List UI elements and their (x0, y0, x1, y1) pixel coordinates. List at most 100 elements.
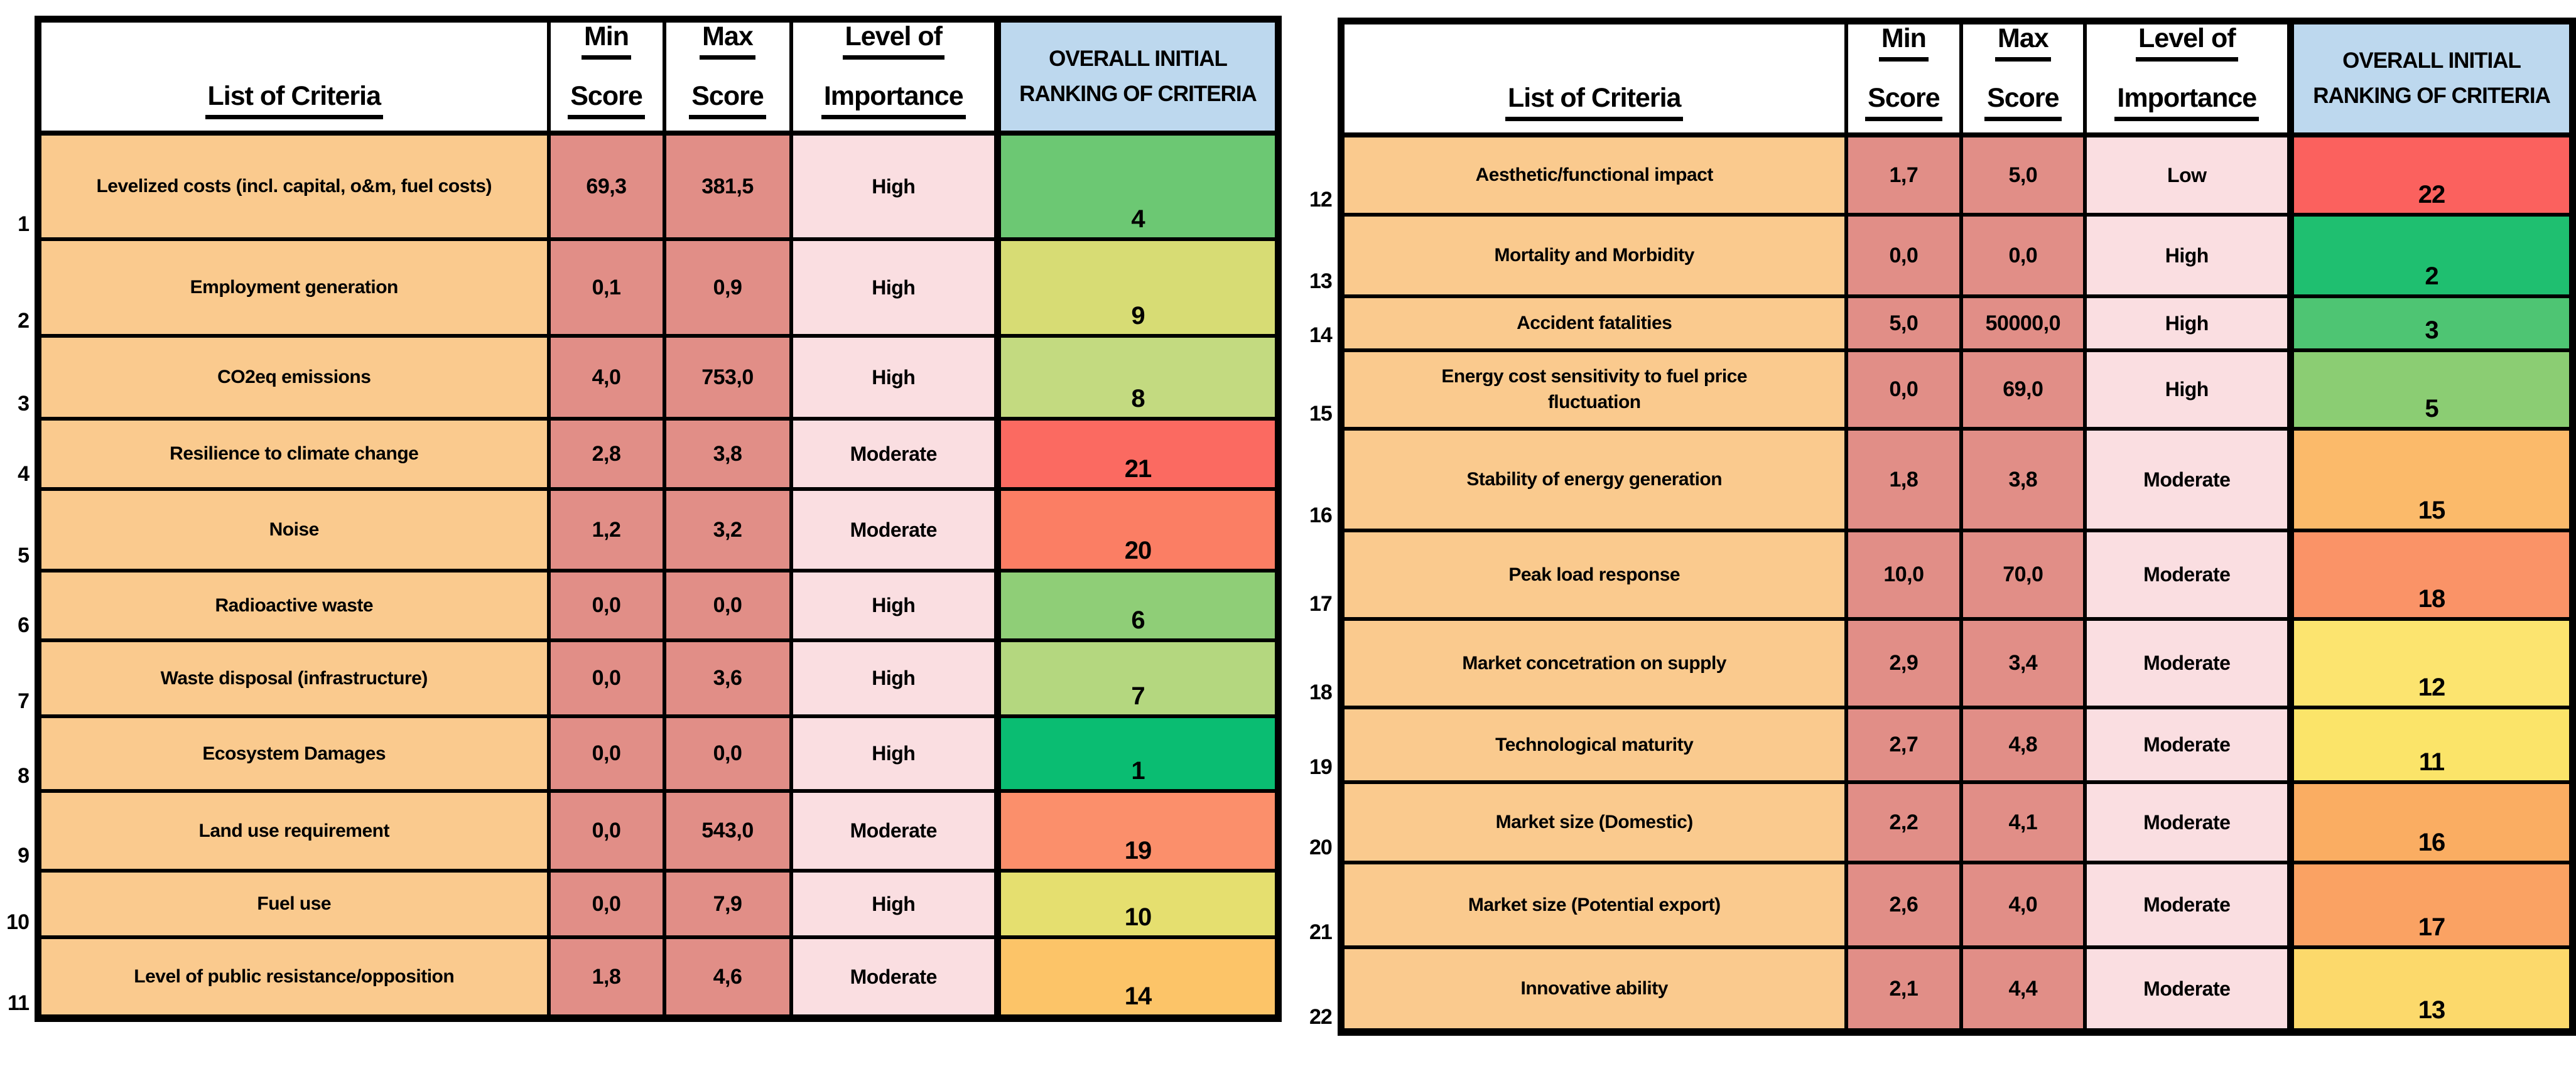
importance-cell[interactable]: High (789, 334, 1000, 421)
min-score-cell[interactable]: 2,7 (1844, 706, 1964, 785)
criteria-cell[interactable]: Levelized costs (incl. capital, o&m, fue… (35, 131, 551, 242)
criteria-cell[interactable]: Energy cost sensitivity to fuel price fl… (1337, 348, 1848, 431)
min-score-cell[interactable]: 2,9 (1844, 617, 1964, 710)
header-min-score[interactable]: Min Score (546, 16, 666, 136)
min-score-cell[interactable]: 2,1 (1844, 945, 1964, 1036)
row-number[interactable]: 18 (1309, 680, 1333, 704)
importance-cell[interactable]: Moderate (789, 935, 1000, 1023)
max-score-cell[interactable]: 70,0 (1959, 529, 2087, 621)
row-number[interactable]: 11 (8, 991, 30, 1015)
ranking-cell[interactable]: 19 (994, 789, 1282, 873)
criteria-cell[interactable]: Accident fatalities (1337, 294, 1848, 353)
row-number[interactable]: 14 (1309, 323, 1333, 347)
row-number[interactable]: 5 (18, 544, 30, 567)
max-score-cell[interactable]: 7,9 (662, 869, 793, 940)
max-score-cell[interactable]: 3,8 (662, 417, 793, 492)
ranking-cell[interactable]: 17 (2287, 861, 2576, 950)
row-number[interactable]: 3 (18, 392, 30, 416)
importance-cell[interactable]: Moderate (2082, 617, 2293, 710)
max-score-cell[interactable]: 0,0 (662, 569, 793, 643)
row-number[interactable]: 20 (1309, 836, 1333, 859)
ranking-cell[interactable]: 10 (994, 869, 1282, 940)
importance-cell[interactable]: High (2082, 294, 2293, 353)
criteria-cell[interactable]: Technological maturity (1337, 706, 1848, 785)
importance-cell[interactable]: Moderate (2082, 529, 2293, 621)
ranking-cell[interactable]: 15 (2287, 427, 2576, 533)
header-list-of-criteria[interactable]: List of Criteria (35, 16, 551, 136)
max-score-cell[interactable]: 4,8 (1959, 706, 2087, 785)
row-number[interactable]: 4 (18, 462, 30, 486)
header-level-of-importance[interactable]: Level of Importance (789, 16, 1000, 136)
header-overall-initial-ranking[interactable]: OVERALL INITIAL RANKING OF CRITERIA (2287, 18, 2576, 138)
min-score-cell[interactable]: 4,0 (546, 334, 666, 421)
ranking-cell[interactable]: 3 (2287, 294, 2576, 353)
min-score-cell[interactable]: 0,0 (546, 789, 666, 873)
max-score-cell[interactable]: 4,1 (1959, 780, 2087, 865)
importance-cell[interactable]: High (2082, 213, 2293, 299)
max-score-cell[interactable]: 753,0 (662, 334, 793, 421)
header-max-score[interactable]: Max Score (662, 16, 793, 136)
min-score-cell[interactable]: 0,0 (546, 638, 666, 719)
importance-cell[interactable]: High (789, 714, 1000, 793)
ranking-cell[interactable]: 7 (994, 638, 1282, 719)
ranking-cell[interactable]: 6 (994, 569, 1282, 643)
min-score-cell[interactable]: 5,0 (1844, 294, 1964, 353)
max-score-cell[interactable]: 0,0 (1959, 213, 2087, 299)
row-number[interactable]: 10 (6, 910, 30, 934)
max-score-cell[interactable]: 50000,0 (1959, 294, 2087, 353)
min-score-cell[interactable]: 2,8 (546, 417, 666, 492)
max-score-cell[interactable]: 5,0 (1959, 133, 2087, 217)
row-number[interactable]: 15 (1309, 402, 1333, 426)
row-number[interactable]: 1 (18, 212, 30, 236)
max-score-cell[interactable]: 381,5 (662, 131, 793, 242)
max-score-cell[interactable]: 3,6 (662, 638, 793, 719)
importance-cell[interactable]: High (2082, 348, 2293, 431)
ranking-cell[interactable]: 1 (994, 714, 1282, 793)
min-score-cell[interactable]: 0,0 (546, 714, 666, 793)
max-score-cell[interactable]: 4,0 (1959, 861, 2087, 950)
importance-cell[interactable]: Low (2082, 133, 2293, 217)
criteria-cell[interactable]: Resilience to climate change (35, 417, 551, 492)
importance-cell[interactable]: High (789, 237, 1000, 338)
row-number[interactable]: 13 (1309, 269, 1333, 293)
ranking-cell[interactable]: 22 (2287, 133, 2576, 217)
min-score-cell[interactable]: 69,3 (546, 131, 666, 242)
row-number[interactable]: 16 (1309, 503, 1333, 527)
min-score-cell[interactable]: 0,0 (1844, 348, 1964, 431)
importance-cell[interactable]: Moderate (2082, 945, 2293, 1036)
importance-cell[interactable]: Moderate (789, 417, 1000, 492)
ranking-cell[interactable]: 21 (994, 417, 1282, 492)
ranking-cell[interactable]: 4 (994, 131, 1282, 242)
ranking-cell[interactable]: 2 (2287, 213, 2576, 299)
ranking-cell[interactable]: 9 (994, 237, 1282, 338)
max-score-cell[interactable]: 69,0 (1959, 348, 2087, 431)
max-score-cell[interactable]: 3,4 (1959, 617, 2087, 710)
ranking-cell[interactable]: 12 (2287, 617, 2576, 710)
max-score-cell[interactable]: 3,8 (1959, 427, 2087, 533)
criteria-cell[interactable]: Mortality and Morbidity (1337, 213, 1848, 299)
criteria-cell[interactable]: Employment generation (35, 237, 551, 338)
header-min-score[interactable]: Min Score (1844, 18, 1964, 138)
criteria-cell[interactable]: Stability of energy generation (1337, 427, 1848, 533)
header-list-of-criteria[interactable]: List of Criteria (1337, 18, 1848, 138)
importance-cell[interactable]: Moderate (789, 487, 1000, 573)
max-score-cell[interactable]: 0,0 (662, 714, 793, 793)
importance-cell[interactable]: Moderate (2082, 780, 2293, 865)
row-number[interactable]: 2 (18, 309, 30, 333)
min-score-cell[interactable]: 0,0 (546, 869, 666, 940)
ranking-cell[interactable]: 13 (2287, 945, 2576, 1036)
criteria-cell[interactable]: Market size (Domestic) (1337, 780, 1848, 865)
criteria-cell[interactable]: Market size (Potential export) (1337, 861, 1848, 950)
min-score-cell[interactable]: 10,0 (1844, 529, 1964, 621)
max-score-cell[interactable]: 543,0 (662, 789, 793, 873)
ranking-cell[interactable]: 8 (994, 334, 1282, 421)
criteria-cell[interactable]: Market concetration on supply (1337, 617, 1848, 710)
criteria-cell[interactable]: Ecosystem Damages (35, 714, 551, 793)
criteria-cell[interactable]: Innovative ability (1337, 945, 1848, 1036)
ranking-cell[interactable]: 5 (2287, 348, 2576, 431)
ranking-cell[interactable]: 18 (2287, 529, 2576, 621)
max-score-cell[interactable]: 3,2 (662, 487, 793, 573)
criteria-cell[interactable]: Land use requirement (35, 789, 551, 873)
importance-cell[interactable]: High (789, 131, 1000, 242)
ranking-cell[interactable]: 14 (994, 935, 1282, 1023)
